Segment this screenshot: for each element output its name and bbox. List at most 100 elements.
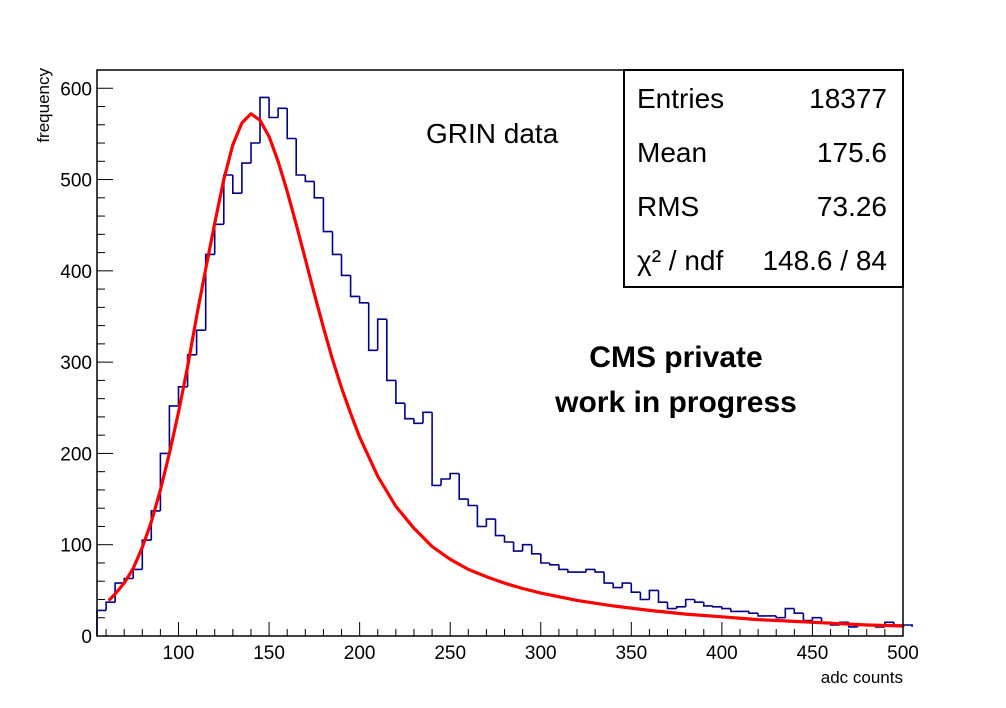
histogram-bin [540, 553, 550, 564]
histogram-bin [195, 329, 206, 355]
histogram-bin [349, 275, 360, 298]
x-tick-label: 400 [706, 643, 738, 664]
y-tick-label: 300 [60, 353, 92, 374]
histogram-series [96, 96, 913, 636]
histogram-bin [549, 563, 559, 566]
histogram-bin [657, 590, 668, 603]
stats-rms-value: 73.26 [817, 191, 887, 222]
y-tick-label: 100 [60, 536, 92, 557]
histogram-bin [503, 535, 514, 543]
histogram-bin [521, 543, 532, 552]
histogram-bin [567, 569, 577, 573]
stats-box-frame [623, 69, 904, 288]
histogram-bin [268, 97, 279, 119]
histogram-bin [431, 412, 442, 487]
y-axis-title: frequency [34, 68, 53, 143]
histogram-bin [304, 175, 315, 183]
y-tick-label: 600 [60, 79, 92, 100]
histogram-bin [449, 472, 460, 479]
histogram-bin [512, 542, 523, 552]
x-tick-label: 100 [163, 643, 195, 664]
plot-frame [96, 69, 904, 637]
y-tick-label: 0 [81, 627, 92, 648]
histogram-bin [458, 473, 469, 500]
histogram-bin [168, 405, 179, 454]
stats-chi2-label: χ² / ndf [637, 245, 724, 276]
histogram-bin [558, 564, 568, 571]
histogram-bin [376, 318, 387, 351]
histogram-bin [530, 544, 541, 555]
histogram-bin [684, 598, 695, 607]
histogram-bin [331, 231, 342, 256]
histogram-bin [241, 162, 251, 194]
histogram-bin [322, 197, 333, 233]
x-tick-label: 150 [253, 643, 285, 664]
stats-mean-value: 175.6 [817, 137, 887, 168]
histogram-bin [250, 142, 260, 164]
x-tick-label: 350 [615, 643, 647, 664]
histogram-bin [96, 609, 107, 636]
histogram-bin [413, 418, 423, 425]
histogram-bin [295, 138, 306, 176]
histogram-bin [485, 518, 496, 527]
x-tick-label: 300 [525, 643, 557, 664]
y-tick-label: 200 [60, 444, 92, 465]
stats-rms-label: RMS [637, 191, 699, 222]
histogram-bin [748, 611, 759, 614]
grin-data-label: GRIN data [426, 118, 559, 149]
stats-entries-label: Entries [637, 83, 724, 114]
histogram-bin [422, 411, 433, 424]
x-tick-label: 500 [887, 643, 919, 664]
histogram-bin [313, 181, 324, 199]
histogram-bin [721, 606, 731, 610]
histogram-bin [440, 478, 451, 486]
histogram-bin [340, 254, 351, 277]
histogram-bin [367, 302, 378, 352]
histogram-bin [186, 354, 197, 387]
histogram-bin [675, 606, 686, 609]
x-axis-title: adc counts [821, 668, 903, 687]
x-tick-label: 200 [344, 643, 376, 664]
histogram-bin [693, 599, 704, 603]
work-in-progress-label: work in progress [554, 386, 797, 419]
stats-entries-value: 18377 [809, 83, 887, 114]
histogram-bin [793, 608, 804, 614]
histogram-bin [259, 96, 270, 143]
histogram-bin [757, 613, 768, 617]
histogram-bin [358, 296, 369, 304]
stats-box: Entries 18377 Mean 175.6 RMS 73.26 χ² / … [623, 69, 904, 288]
histogram-bin [105, 601, 116, 611]
histogram-bin [784, 607, 795, 618]
y-tick-label: 500 [60, 171, 92, 192]
histogram-bin [730, 608, 740, 613]
histogram-bin [703, 602, 713, 607]
histogram-bin [712, 605, 722, 608]
histogram-bin [594, 569, 605, 573]
histogram-bin [213, 223, 224, 255]
histogram-bin [811, 616, 822, 621]
fit-curve [108, 112, 905, 628]
histogram-bin [150, 510, 161, 541]
x-tick-label: 450 [797, 643, 829, 664]
histogram-bin [621, 582, 632, 588]
histogram-bin [612, 583, 623, 589]
histogram-bin [286, 108, 297, 140]
fit-curve-line [108, 112, 905, 628]
histogram-bin [223, 174, 233, 225]
histogram-bin [232, 175, 242, 194]
stats-mean-label: Mean [637, 137, 707, 168]
histogram-bin [494, 519, 505, 537]
histogram-bin [141, 539, 152, 570]
histogram-bin [476, 505, 487, 528]
histogram-bin [802, 613, 813, 622]
histogram-bin [395, 380, 405, 404]
histogram-bin [404, 403, 414, 420]
x-tick-label: 250 [434, 643, 466, 664]
histogram-bin [277, 107, 288, 118]
histogram-bin [132, 568, 143, 579]
histogram-bin [603, 572, 614, 584]
histogram-bin [639, 592, 650, 601]
stats-chi2-value: 148.6 / 84 [762, 245, 887, 276]
histogram-bin [585, 568, 596, 573]
